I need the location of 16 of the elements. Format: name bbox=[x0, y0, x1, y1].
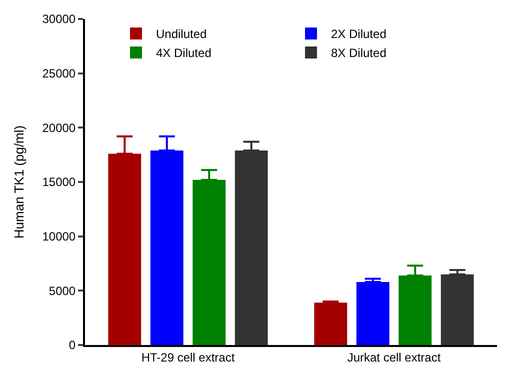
y-tick-label: 25000 bbox=[42, 66, 76, 81]
bar bbox=[314, 302, 348, 345]
legend-label: 2X Diluted bbox=[331, 27, 386, 42]
y-tick-label: 10000 bbox=[42, 230, 76, 244]
y-tick-label: 5000 bbox=[48, 284, 76, 298]
legend-label: Undiluted bbox=[156, 27, 207, 42]
x-tick-label: Jurkat cell extract bbox=[347, 350, 442, 364]
bar bbox=[356, 282, 390, 345]
y-tick-label: 0 bbox=[68, 338, 76, 352]
x-tick-label: HT-29 cell extract bbox=[141, 350, 236, 364]
legend-label: 4X Diluted bbox=[156, 46, 212, 60]
legend-label: 8X Diluted bbox=[331, 46, 386, 60]
y-tick-label: 30000 bbox=[42, 12, 76, 26]
y-axis-title: Human TK1 (pg/ml) bbox=[12, 125, 27, 239]
y-tick-label: 15000 bbox=[42, 175, 76, 190]
y-tick-label: 20000 bbox=[42, 120, 76, 135]
